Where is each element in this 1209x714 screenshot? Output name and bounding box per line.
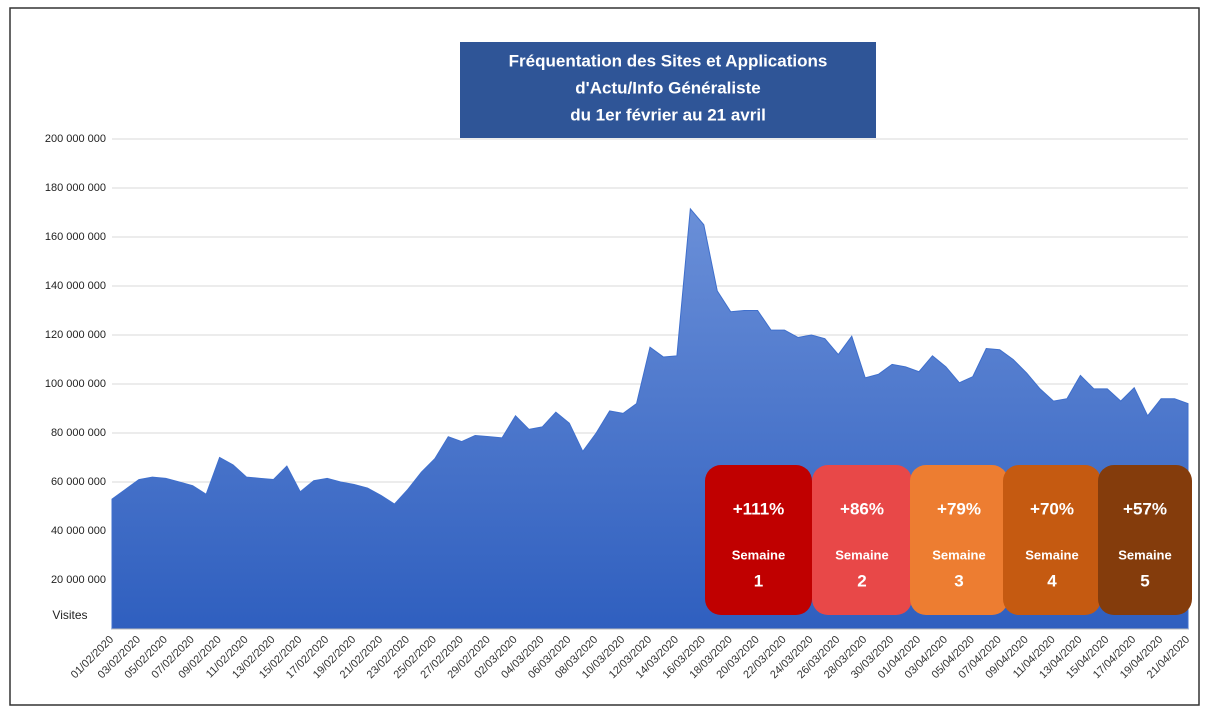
y-tick-label: 60 000 000 bbox=[51, 476, 106, 488]
week-number: 3 bbox=[954, 571, 963, 590]
week-number: 5 bbox=[1140, 571, 1149, 590]
week-label: Semaine bbox=[1118, 547, 1171, 562]
chart-title: d'Actu/Info Généraliste bbox=[575, 78, 760, 97]
y-tick-label: 40 000 000 bbox=[51, 525, 106, 537]
week-label: Semaine bbox=[835, 547, 888, 562]
chart-title: du 1er février au 21 avril bbox=[570, 105, 766, 124]
week-label: Semaine bbox=[732, 547, 785, 562]
week-box bbox=[705, 465, 812, 615]
week-change: +111% bbox=[733, 499, 785, 518]
y-tick-label: 160 000 000 bbox=[45, 231, 106, 243]
week-number: 1 bbox=[754, 571, 763, 590]
week-label: Semaine bbox=[1025, 547, 1078, 562]
week-number: 2 bbox=[857, 571, 866, 590]
week-label: Semaine bbox=[932, 547, 985, 562]
chart-title: Fréquentation des Sites et Applications bbox=[509, 51, 828, 70]
y-tick-label: 20 000 000 bbox=[51, 574, 106, 586]
week-box bbox=[910, 465, 1008, 615]
y-tick-label: 120 000 000 bbox=[45, 329, 106, 341]
week-number: 4 bbox=[1047, 571, 1057, 590]
week-box bbox=[1003, 465, 1101, 615]
y-axis-label: Visites bbox=[52, 608, 87, 622]
week-box bbox=[812, 465, 912, 615]
y-tick-label: 180 000 000 bbox=[45, 182, 106, 194]
week-change: +86% bbox=[840, 499, 884, 518]
y-tick-label: 80 000 000 bbox=[51, 427, 106, 439]
title-box bbox=[460, 42, 876, 138]
week-change: +57% bbox=[1123, 499, 1167, 518]
y-tick-label: 100 000 000 bbox=[45, 378, 106, 390]
week-change: +70% bbox=[1030, 499, 1074, 518]
y-tick-label: 200 000 000 bbox=[45, 133, 106, 145]
week-change: +79% bbox=[937, 499, 981, 518]
y-tick-label: 140 000 000 bbox=[45, 280, 106, 292]
week-box bbox=[1098, 465, 1192, 615]
